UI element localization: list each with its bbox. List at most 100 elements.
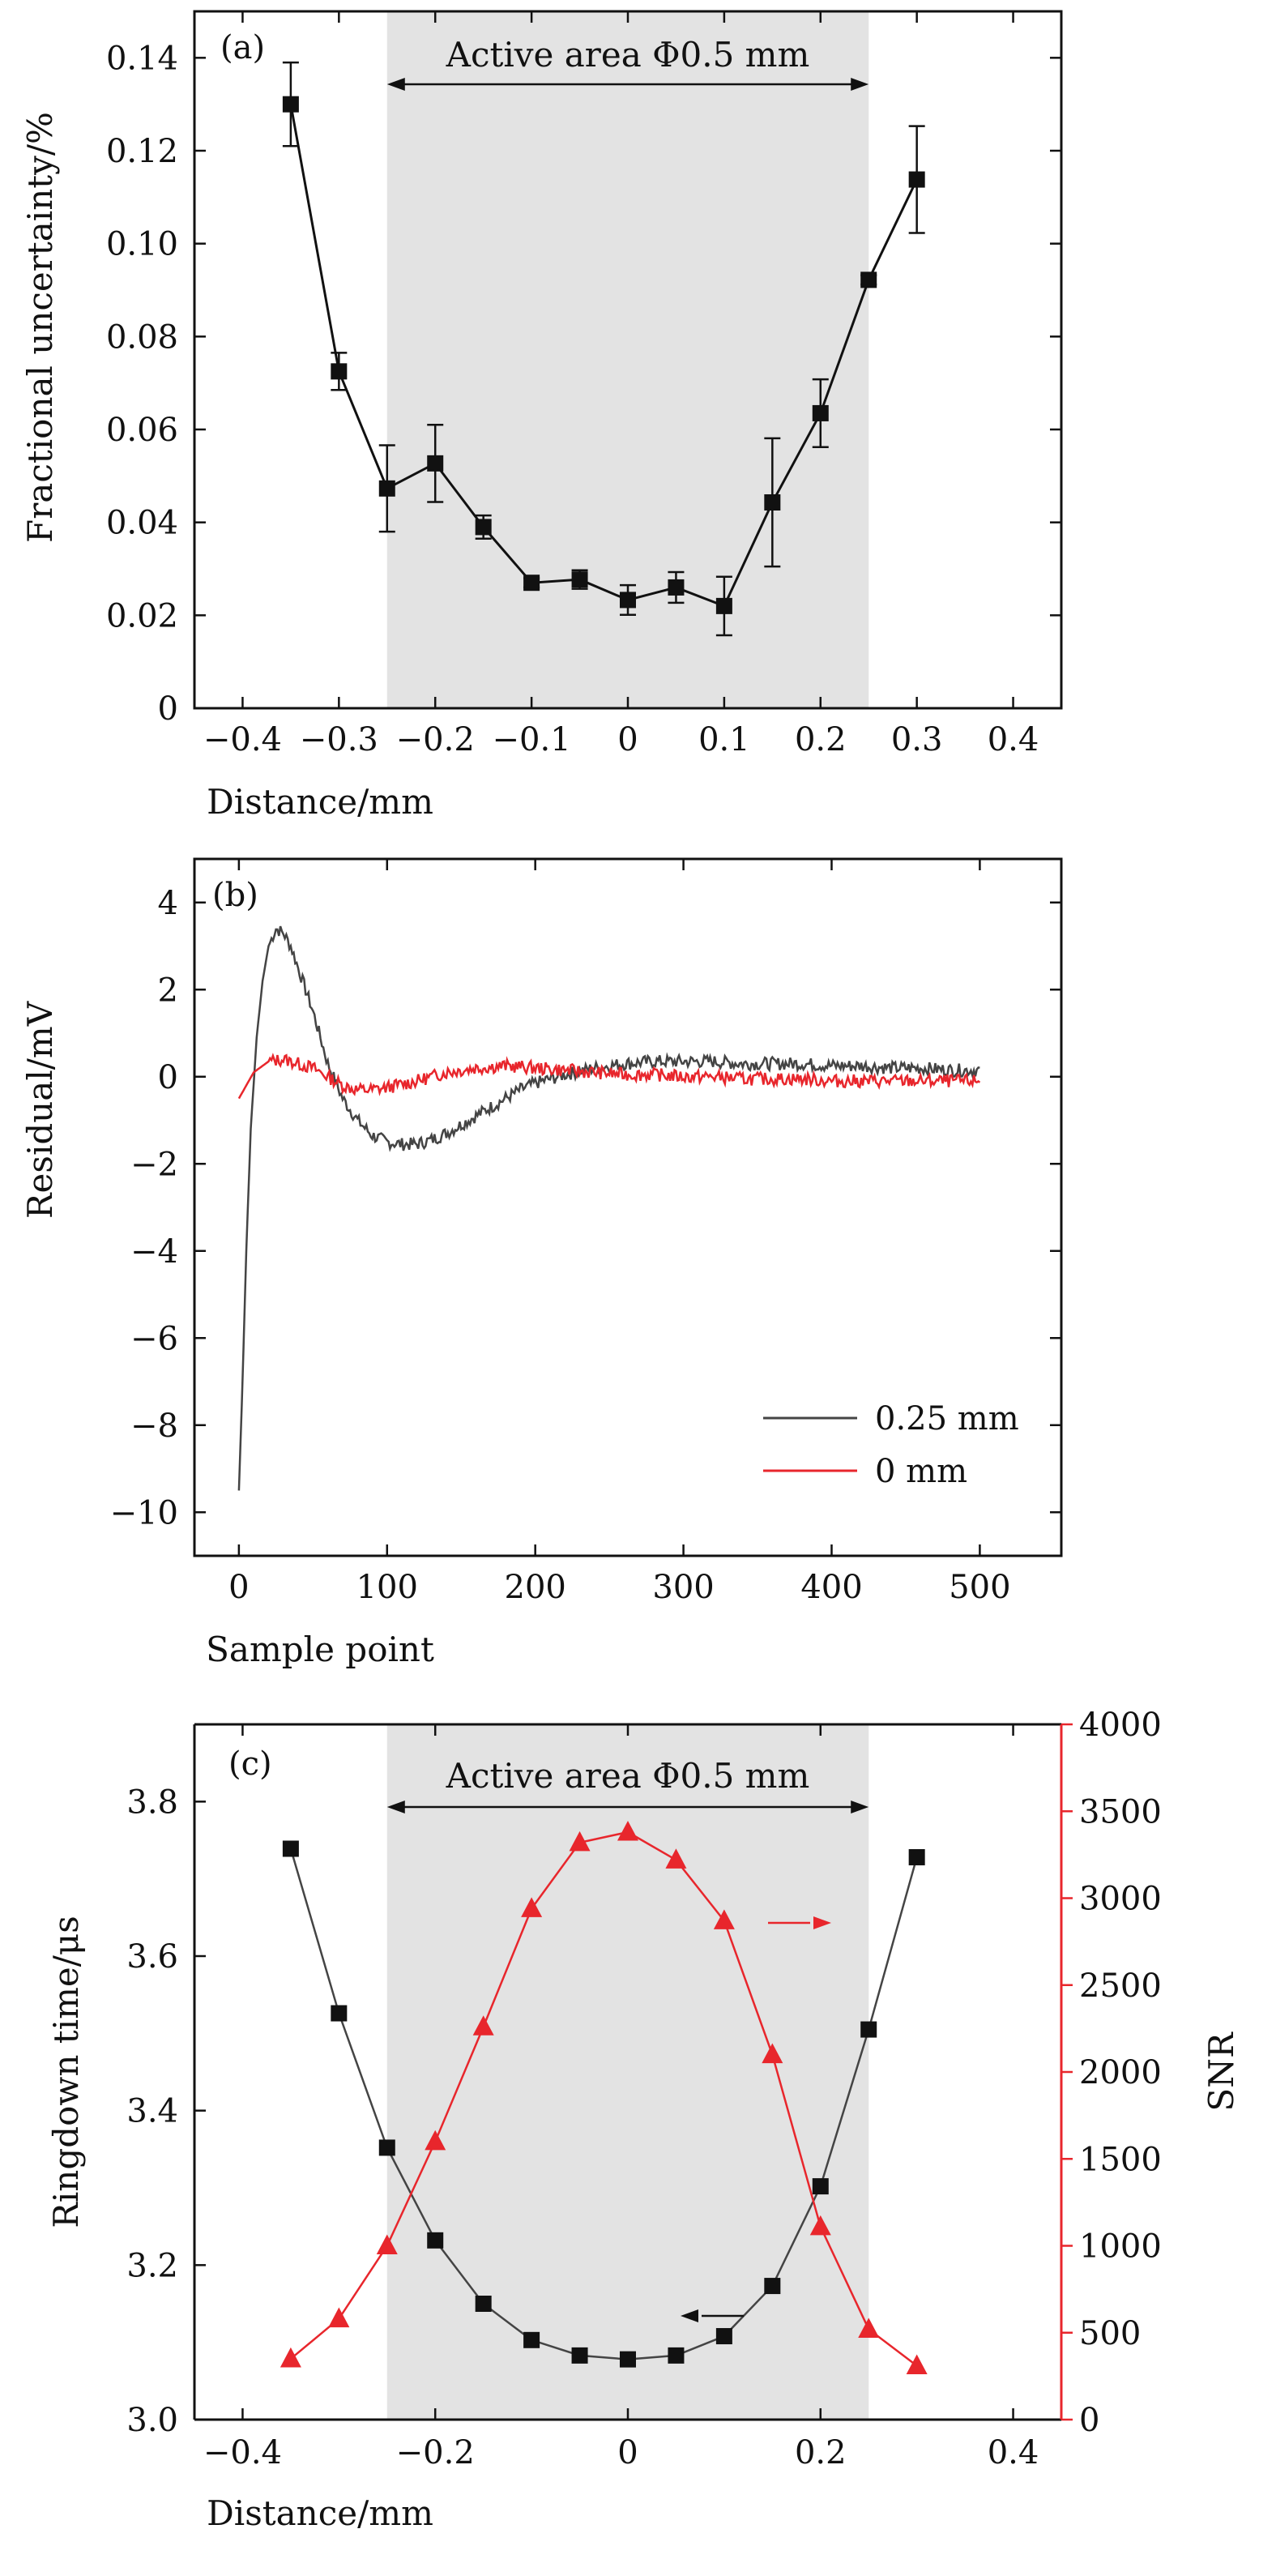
y-tick-label: 3.8 (126, 1784, 178, 1821)
data-point-square (908, 171, 925, 188)
data-point-square (571, 571, 588, 588)
y-tick-label: 0.04 (106, 505, 178, 542)
x-tick-label: 500 (949, 1569, 1010, 1606)
x-tick-label: 100 (356, 1569, 418, 1606)
data-point-square (812, 2178, 829, 2195)
active-area-label: Active area Φ0.5 mm (446, 35, 810, 75)
data-point-square (715, 597, 732, 614)
data-point-triangle (762, 2043, 783, 2064)
data-point-square (860, 2021, 877, 2038)
y-tick-label: 0.10 (106, 226, 178, 263)
data-point-square (620, 2351, 636, 2368)
data-point-triangle (665, 1848, 687, 1869)
x-tick-label: 0.3 (891, 721, 943, 758)
data-point-square (764, 494, 781, 511)
y2-tick-label: 2500 (1079, 1967, 1162, 2005)
data-point-square (378, 480, 395, 497)
y-tick-label: −10 (110, 1494, 178, 1532)
y-tick-label: 3.6 (126, 1938, 178, 1976)
left-axis-pointer-head (681, 2309, 698, 2322)
y-tick-label: 0 (158, 1059, 178, 1096)
right-axis-pointer-head (813, 1916, 831, 1929)
data-point-triangle (280, 2347, 301, 2368)
x-tick-label: 0.2 (795, 721, 847, 758)
data-point-triangle (906, 2354, 928, 2375)
y2-tick-label: 0 (1079, 2402, 1099, 2439)
data-point-triangle (617, 1820, 638, 1841)
data-point-square (908, 1848, 925, 1865)
data-point-square (378, 2139, 395, 2156)
data-point-square (427, 455, 444, 472)
legend-label-0mm: 0 mm (875, 1453, 967, 1490)
data-point-square (475, 2296, 492, 2312)
y-tick-label: 0.14 (106, 40, 178, 77)
data-point-triangle (328, 2307, 350, 2328)
y2-tick-label: 500 (1079, 2315, 1141, 2352)
y-tick-label: 4 (158, 885, 178, 922)
y2-axis-title: SNR (1201, 2031, 1241, 2112)
panel-label-c: (c) (228, 1745, 272, 1783)
y-axis-title: Residual/mV (20, 1001, 60, 1219)
data-point-square (764, 2278, 781, 2295)
panel-a-chart: Active area Φ0.5 mm−0.4 −0.3 −0.2 −0.1 0 0.1 0… (20, 10, 1063, 822)
y-axis-title: Fractional uncertainty/% (20, 112, 60, 543)
x-tick-label: −0.4 (203, 2434, 282, 2471)
data-point-square (331, 2005, 348, 2022)
arrowhead-left (386, 78, 405, 91)
y-tick-label: 3.2 (126, 2247, 178, 2284)
x-tick-label: −0.2 (396, 721, 475, 758)
x-tick-label: 0.4 (988, 2434, 1039, 2471)
x-tick-label: 200 (505, 1569, 566, 1606)
data-point-square (523, 2331, 540, 2348)
panel-c-chart: Active area Φ0.5 mm −0.4 −0.2 0 0.2 0.4 3.0 3.2… (46, 1707, 1241, 2533)
y-tick-label: 3.0 (126, 2402, 178, 2439)
x-tick-label: −0.1 (493, 721, 571, 758)
x-axis-title: Sample point (206, 1630, 434, 1669)
y2-tick-label: 2000 (1079, 2054, 1162, 2091)
data-point-triangle (376, 2234, 398, 2255)
x-tick-label: 300 (652, 1569, 714, 1606)
y2-tick-label: 3000 (1079, 1881, 1162, 1918)
data-point-square (668, 579, 685, 596)
y-tick-label: 0.08 (106, 318, 178, 356)
x-tick-label: −0.2 (396, 2434, 475, 2471)
active-area-label: Active area Φ0.5 mm (446, 1756, 810, 1796)
data-point-square (331, 363, 348, 380)
x-tick-label: 0 (228, 1569, 249, 1606)
panel-b-chart: 0 100 200 300 400 500 −10 −8 −6 −4 −2 0 2 4 0.25 mm 0 m… (20, 857, 1063, 1669)
data-point-triangle (858, 2318, 880, 2338)
y2-tick-label: 1000 (1079, 2228, 1162, 2266)
y-tick-label: −2 (130, 1146, 178, 1183)
data-point-triangle (472, 2015, 494, 2036)
y-tick-label: 3.4 (126, 2093, 178, 2130)
x-tick-label: 0.1 (698, 721, 750, 758)
y-tick-label: 0.02 (106, 597, 178, 634)
data-point-triangle (569, 1831, 591, 1852)
data-point-square (715, 2328, 732, 2345)
data-point-triangle (521, 1897, 543, 1917)
y-axis-title: Ringdown time/μs (46, 1916, 86, 2228)
data-point-square (523, 575, 540, 592)
arrowhead-right (851, 1801, 869, 1813)
series-0mm-line (237, 1053, 981, 1100)
x-tick-label: 0.4 (988, 721, 1039, 758)
x-tick-label: 0 (617, 2434, 638, 2471)
x-axis-title: Distance/mm (207, 2493, 433, 2533)
data-point-square (860, 271, 877, 288)
y-tick-label: 0.06 (106, 412, 178, 449)
y2-tick-label: 4000 (1079, 1707, 1162, 1744)
y-tick-label: 0.12 (106, 133, 178, 170)
y2-tick-label: 3500 (1079, 1793, 1162, 1831)
panel-label-a: (a) (220, 29, 265, 66)
x-axis-title: Distance/mm (207, 782, 433, 822)
x-tick-label: −0.4 (203, 721, 282, 758)
data-point-triangle (809, 2215, 831, 2236)
x-tick-label: 400 (800, 1569, 862, 1606)
plot-frame (193, 857, 1063, 1557)
panel-label-b: (b) (212, 877, 258, 914)
x-tick-label: 0.2 (795, 2434, 847, 2471)
data-point-triangle (425, 2130, 446, 2151)
data-point-square (427, 2232, 444, 2249)
snr-line (290, 1831, 918, 2367)
